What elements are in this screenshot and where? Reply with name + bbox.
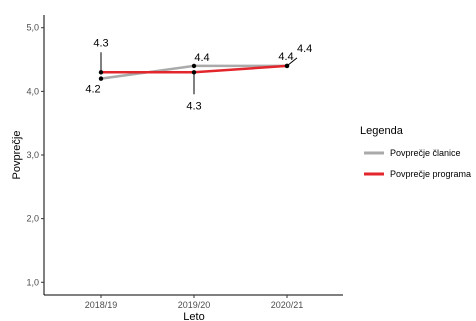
y-tick-label: 2,0 [26,214,39,224]
data-label: 4.4 [278,51,293,63]
data-point [191,70,197,75]
y-tick-label: 4,0 [26,86,39,96]
legend: Legenda Povprečje članice Povprečje prog… [360,125,471,179]
legend-title: Legenda [360,125,404,137]
data-point [98,70,104,75]
data-label: 4.3 [186,100,201,112]
data-labels: 4.2 4.4 4.4 4.3 4.3 4.4 [85,37,312,112]
x-axis-title: Leto [183,311,204,321]
x-tick-label: 2020/21 [271,300,304,310]
legend-label-clanice: Povprečje članice [390,148,461,158]
data-point [284,63,290,69]
legend-label-programa: Povprečje programa [390,169,471,179]
y-axis-title: Povprečje [11,131,23,180]
data-point [98,76,104,81]
axis-ticks: 1,0 2,0 3,0 4,0 5,0 2018/19 2019/20 2020/21 [26,23,303,310]
data-points [98,63,290,81]
data-label: 4.3 [93,37,108,49]
x-tick-label: 2019/20 [178,300,211,310]
y-tick-label: 5,0 [26,23,39,33]
x-tick-label: 2018/19 [85,300,118,310]
data-label: 4.4 [194,52,209,64]
data-label: 4.4 [297,43,312,55]
data-point [191,63,197,69]
y-tick-label: 1,0 [26,277,39,287]
data-label: 4.2 [85,84,100,96]
y-tick-label: 3,0 [26,150,39,160]
